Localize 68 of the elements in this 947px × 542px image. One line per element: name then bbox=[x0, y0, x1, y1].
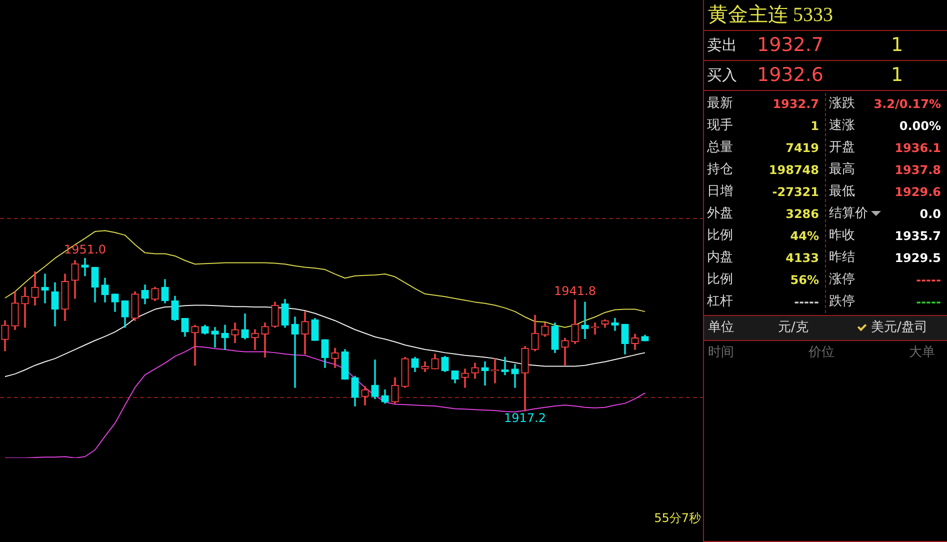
text: 1 bbox=[890, 33, 904, 58]
text: 最高 bbox=[829, 161, 855, 179]
candlestick bbox=[581, 302, 589, 340]
text: 持仓 bbox=[707, 161, 733, 179]
text: 198748 bbox=[768, 162, 819, 179]
text: 黄金主连 5333 bbox=[704, 0, 947, 31]
text: 比例 bbox=[707, 271, 733, 289]
text: 7419 bbox=[786, 140, 819, 157]
text: 1929.5 bbox=[894, 250, 941, 267]
text: ----- bbox=[794, 294, 819, 311]
candlestick bbox=[511, 364, 519, 388]
text: 结算价 bbox=[829, 205, 869, 223]
text: 涨停 bbox=[829, 271, 855, 289]
text: 内盘 bbox=[707, 249, 733, 267]
text: 昨收 bbox=[829, 227, 855, 245]
annotation: 1951.0 bbox=[64, 242, 106, 256]
text: 总量 bbox=[707, 139, 733, 157]
text: 日增 bbox=[707, 183, 733, 201]
text: 卖出 bbox=[706, 35, 738, 56]
text: 1937.8 bbox=[894, 162, 941, 179]
text: 美元/盘司 bbox=[871, 319, 928, 337]
text: 1932.6 bbox=[757, 63, 824, 88]
candlestick bbox=[211, 327, 219, 348]
text: 杠杆 bbox=[707, 293, 733, 311]
text: 1936.1 bbox=[894, 140, 941, 157]
text: 1932.7 bbox=[772, 96, 819, 113]
text: 4133 bbox=[786, 250, 819, 267]
text: 最低 bbox=[829, 183, 855, 201]
candlestick bbox=[21, 286, 29, 328]
text: 买入 bbox=[706, 65, 738, 86]
text: 外盘 bbox=[707, 205, 733, 223]
candlestick bbox=[261, 322, 269, 358]
text: 3286 bbox=[786, 206, 819, 223]
text: 时间 bbox=[708, 344, 734, 362]
candlestick bbox=[611, 318, 619, 331]
text: 1932.7 bbox=[757, 33, 824, 58]
text: 0.0 bbox=[920, 206, 941, 223]
text: 1 bbox=[810, 118, 819, 135]
text: 1929.6 bbox=[894, 184, 941, 201]
text: 44% bbox=[790, 228, 819, 245]
candlestick bbox=[291, 316, 299, 388]
text: 元/克 bbox=[778, 319, 810, 337]
text: ----- bbox=[916, 294, 941, 311]
candlestick bbox=[191, 324, 199, 366]
text: 价位 bbox=[808, 344, 834, 362]
text: ----- bbox=[916, 272, 941, 289]
annotation: 1917.2 bbox=[504, 411, 546, 426]
text: 开盘 bbox=[829, 139, 855, 157]
text: 速涨 bbox=[829, 117, 855, 135]
text: 0.00% bbox=[899, 118, 941, 135]
text: 单位 bbox=[708, 319, 735, 337]
text: -27321 bbox=[772, 184, 819, 201]
text: 1 bbox=[890, 63, 904, 88]
text: 56% bbox=[790, 272, 819, 289]
annotation: 1941.8 bbox=[554, 284, 596, 298]
text: 现手 bbox=[707, 117, 733, 135]
text: 昨结 bbox=[829, 249, 855, 267]
text: 55分7秒 bbox=[654, 511, 701, 526]
candlestick bbox=[81, 258, 89, 276]
text: 3.2/0.17% bbox=[874, 96, 941, 113]
text: 最新 bbox=[707, 95, 733, 113]
candlestick bbox=[221, 324, 229, 350]
candlestick bbox=[251, 329, 259, 350]
text: 涨跌 bbox=[829, 95, 855, 113]
text: 跌停 bbox=[829, 293, 855, 311]
text: 比例 bbox=[707, 227, 733, 245]
text: 大单 bbox=[909, 344, 935, 362]
text: 1935.7 bbox=[894, 228, 941, 245]
